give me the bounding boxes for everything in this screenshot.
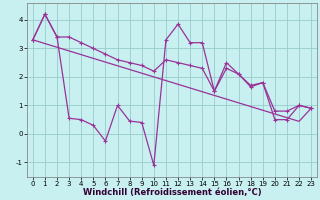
- X-axis label: Windchill (Refroidissement éolien,°C): Windchill (Refroidissement éolien,°C): [83, 188, 261, 197]
